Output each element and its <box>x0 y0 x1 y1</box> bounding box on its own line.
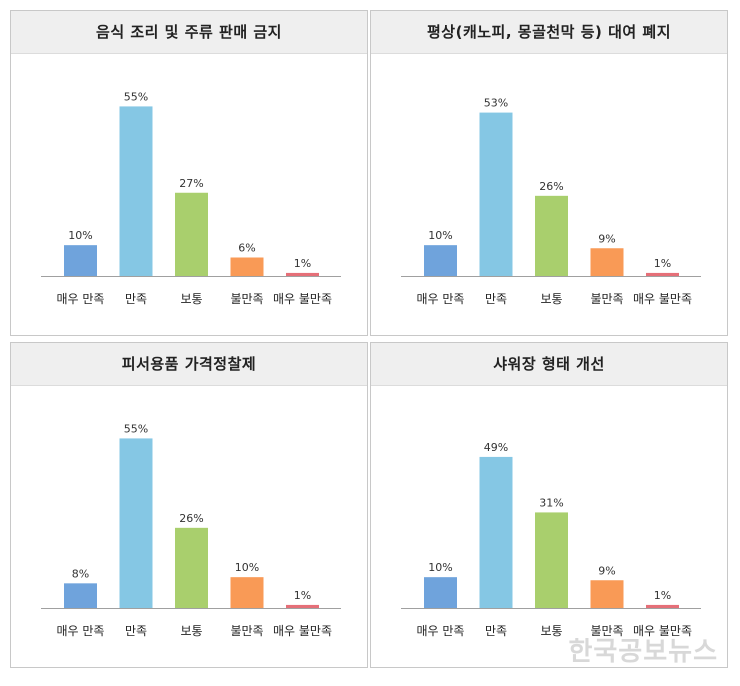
category-label: 만족 <box>485 292 507 306</box>
bar-value-label: 31% <box>539 496 563 509</box>
bar-value-label: 1% <box>654 589 671 602</box>
bar-value-label: 55% <box>124 422 148 435</box>
category-label: 매우 불만족 <box>633 292 692 306</box>
category-label: 불만족 <box>230 292 263 306</box>
watermark-logo: 한국공보뉴스 <box>568 637 718 667</box>
bar <box>286 604 319 608</box>
category-label: 매우 불만족 <box>273 624 332 638</box>
chart-title: 음식 조리 및 주류 판매 금지 <box>11 11 367 54</box>
chart-panel-food-liquor-ban: 음식 조리 및 주류 판매 금지 10% 매우 만족 55% 만족 27% 보통 6% 불만족… <box>10 10 368 336</box>
chart-panel-canopy-rental-ban: 평상(캐노피, 몽골천막 등) 대여 폐지 10% 매우 만족 53% 만족 26% 보통… <box>370 10 728 336</box>
chart-title: 평상(캐노피, 몽골천막 등) 대여 폐지 <box>371 11 727 54</box>
bar-value-label: 9% <box>598 564 615 577</box>
category-label: 매우 만족 <box>417 292 465 306</box>
bar-value-label: 9% <box>598 232 615 245</box>
bar <box>646 272 679 276</box>
category-label: 만족 <box>485 624 507 638</box>
bar-value-label: 1% <box>654 257 671 270</box>
bar-value-label: 26% <box>539 180 563 193</box>
bar-chart-svg: 8% 매우 만족 55% 만족 26% 보통 10% 불만족 1% 매우 불만족 <box>41 422 341 638</box>
bar-value-label: 6% <box>238 242 255 255</box>
bar <box>590 248 624 276</box>
bar <box>175 192 208 276</box>
category-label: 매우 만족 <box>417 624 465 638</box>
bar-chart-svg: 10% 매우 만족 53% 만족 26% 보통 9% 불만족 1% 매우 불만족 <box>401 97 701 306</box>
bar <box>479 456 513 608</box>
bar-value-label: 10% <box>235 561 259 574</box>
chart-grid: 음식 조리 및 주류 판매 금지 10% 매우 만족 55% 만족 27% 보통 6% 불만족… <box>10 10 728 668</box>
category-label: 불만족 <box>230 624 263 638</box>
bar <box>479 112 513 276</box>
bar <box>535 195 568 276</box>
bar <box>64 583 97 608</box>
category-label: 매우 만족 <box>57 292 105 306</box>
bar <box>535 512 568 608</box>
category-label: 보통 <box>540 624 562 638</box>
bar <box>646 604 679 608</box>
bar <box>590 580 624 608</box>
bar-value-label: 49% <box>484 441 508 454</box>
category-label: 불만족 <box>590 292 623 306</box>
chart-panel-shower-improvement: 샤워장 형태 개선 10% 매우 만족 49% 만족 31% 보통 9% 불만족 1% 매우 불만… <box>370 342 728 668</box>
bar <box>175 527 208 608</box>
bar-value-label: 10% <box>428 229 452 242</box>
bar-chart-svg: 10% 매우 만족 49% 만족 31% 보통 9% 불만족 1% 매우 불만족 <box>401 441 701 638</box>
bar <box>286 272 319 276</box>
category-label: 만족 <box>125 624 147 638</box>
bar <box>119 106 153 277</box>
chart-panel-price-tag-system: 피서용품 가격정찰제 8% 매우 만족 55% 만족 26% 보통 10% 불만족 1% 매우 불… <box>10 342 368 668</box>
category-label: 만족 <box>125 292 147 306</box>
category-label: 매우 만족 <box>57 624 105 638</box>
category-label: 매우 불만족 <box>273 292 332 306</box>
bar <box>64 245 97 276</box>
bar-value-label: 27% <box>179 177 203 190</box>
bar-value-label: 26% <box>179 512 203 525</box>
bar-value-label: 55% <box>124 90 148 103</box>
bar-value-label: 10% <box>428 561 452 574</box>
category-label: 매우 불만족 <box>633 624 692 638</box>
bar <box>424 245 457 276</box>
chart-title: 샤워장 형태 개선 <box>371 343 727 386</box>
bar <box>230 257 264 276</box>
bar-value-label: 8% <box>72 567 89 580</box>
category-label: 보통 <box>180 624 202 638</box>
bar <box>119 438 153 608</box>
bar-value-label: 10% <box>68 229 92 242</box>
category-label: 보통 <box>540 292 562 306</box>
bar-chart-svg: 10% 매우 만족 55% 만족 27% 보통 6% 불만족 1% 매우 불만족 <box>41 90 341 306</box>
bar <box>424 577 457 608</box>
bar <box>230 577 264 608</box>
category-label: 보통 <box>180 292 202 306</box>
category-label: 불만족 <box>590 624 623 638</box>
chart-title: 피서용품 가격정찰제 <box>11 343 367 386</box>
bar-value-label: 53% <box>484 97 508 110</box>
bar-value-label: 1% <box>294 257 311 270</box>
bar-value-label: 1% <box>294 589 311 602</box>
